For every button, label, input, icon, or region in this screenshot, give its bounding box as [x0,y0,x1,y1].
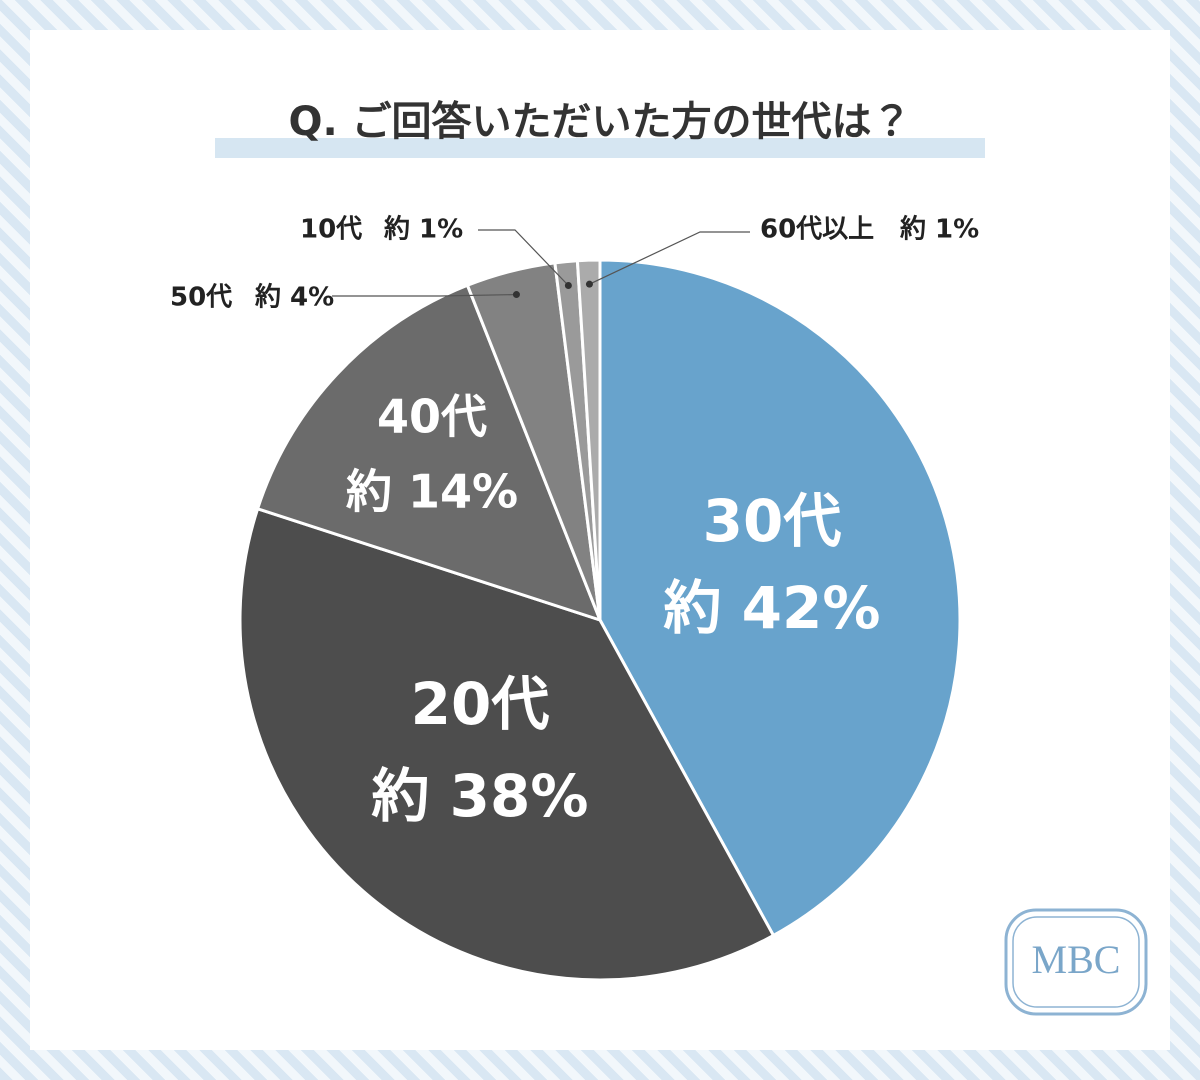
leader-dot [512,291,520,299]
slice-value-label: 約 14% [346,465,518,519]
pie-slice [575,258,602,621]
slice-category-label: 30代 [703,487,842,555]
logo: MBC [1004,908,1148,1016]
logo-frame-inner [1012,916,1140,1008]
slice-category-label: 20代 [411,670,550,738]
slice-category-label: 10代 [300,215,362,245]
chart-title: Q. ご回答いただいた方の世代は？ [288,99,911,145]
slice-value-label: 約 42% [663,574,880,642]
slice-value-label: 約 1% [899,214,979,245]
pie-slice [255,283,603,623]
title-highlight [215,138,985,158]
leader-line [589,231,750,285]
slice-value-label: 約 4% [254,282,334,313]
leader-line [478,229,569,286]
logo-frame [1004,908,1148,1016]
slice-category-label: 40代 [377,390,487,444]
leader-dot [564,281,572,289]
leader-dot [585,280,593,288]
logo-text: MBC [1032,937,1121,982]
slice-category-label: 60代以上 [760,215,874,245]
slice-value-label: 約 1% [383,214,463,245]
pie-slice [598,258,962,938]
slice-category-label: 50代 [170,283,232,313]
pie-slice [238,506,776,982]
slice-value-label: 約 38% [371,762,588,830]
leader-line [332,293,517,297]
